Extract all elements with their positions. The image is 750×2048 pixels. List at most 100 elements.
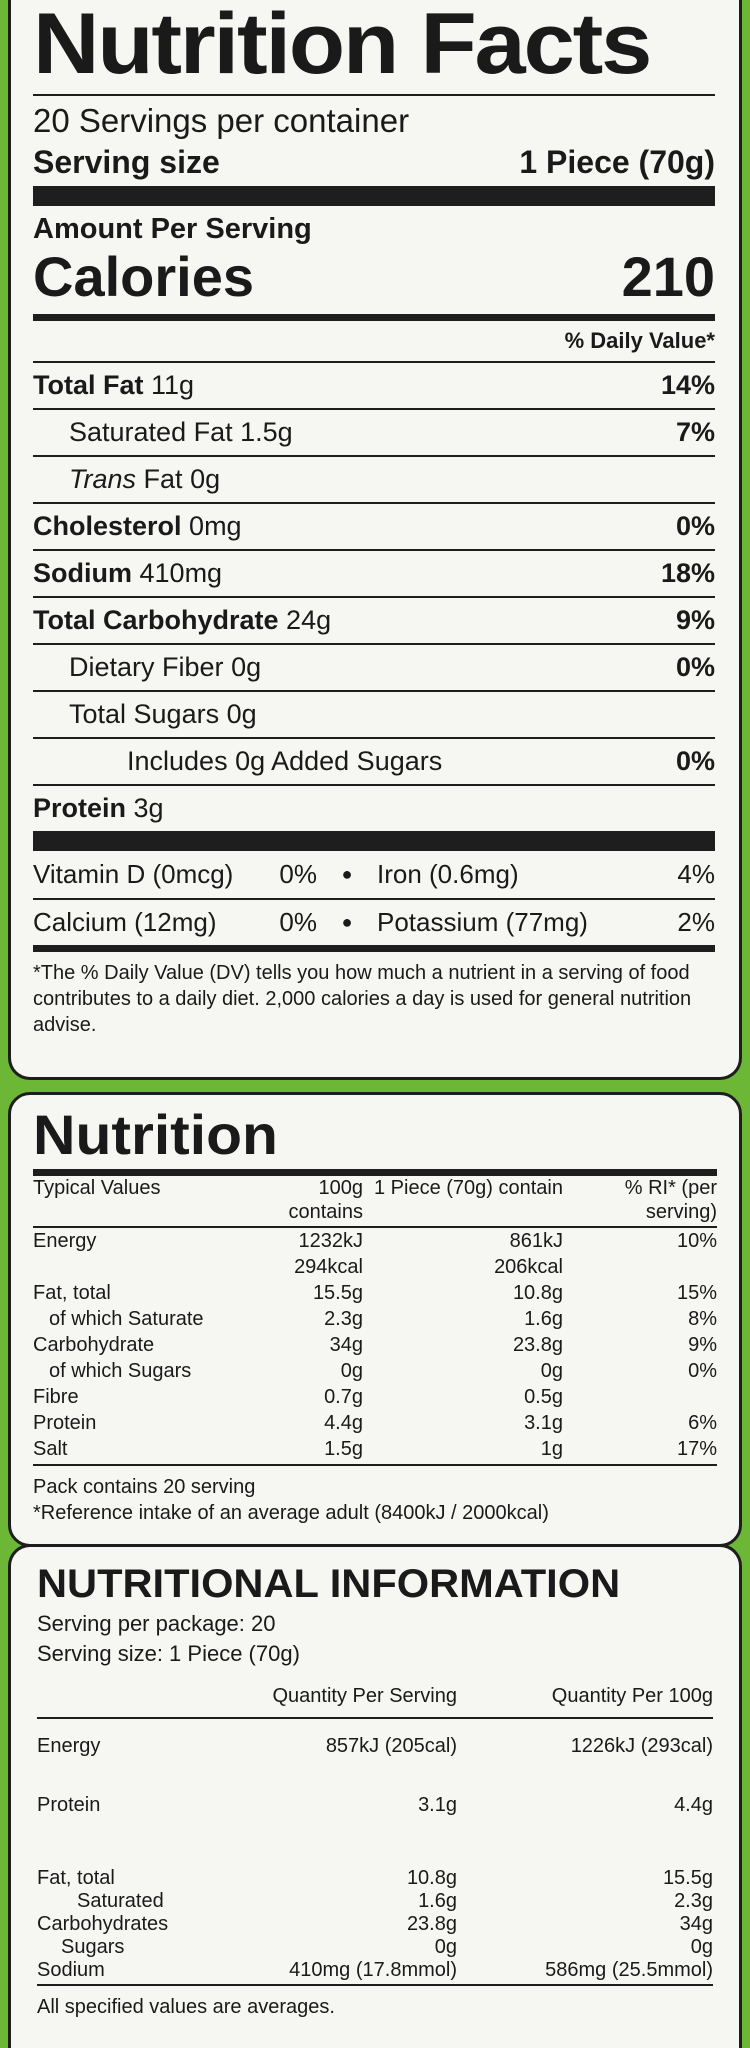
serving-size-value: 1 Piece (70g) (519, 144, 715, 180)
iron: Iron (0.6mg) (377, 859, 519, 889)
bullet-icon: ● (341, 912, 353, 932)
row-per100: 4.4g (674, 1793, 713, 1816)
nutrient-name: Sodium (33, 558, 132, 588)
header-per-serving: Quantity Per Serving (197, 1679, 457, 1719)
header-per-100g: 100g contains (253, 1176, 363, 1228)
nutrient-name: Cholesterol (33, 511, 182, 541)
table-header-row: Typical Values 100g contains 1 Piece (70… (33, 1176, 717, 1228)
vitamin-d-pct: 0% (279, 859, 317, 889)
row-label: Salt (33, 1436, 253, 1466)
bullet-icon: ● (341, 864, 353, 884)
iron-pct: 4% (677, 859, 715, 889)
row-per-piece: 206kcal (494, 1256, 563, 1278)
row-per100: 34g (679, 1913, 713, 1935)
row-per-piece: 23.8g (512, 1334, 563, 1356)
row-per100: 1.5g (253, 1436, 363, 1466)
thick-divider (33, 186, 715, 206)
row-label: Carbohydrates (37, 1913, 169, 1935)
nutrient-amount: 0g (226, 699, 257, 729)
row-per-piece: 10.8g (512, 1282, 563, 1304)
row-per-serving: 857kJ (205cal) (325, 1735, 457, 1757)
table-row: Energy 857kJ (205cal) 1226kJ (293cal) (37, 1718, 713, 1774)
table-row: Sodium 410mg (17.8mmol) 586mg (25.5mmol) (37, 1959, 713, 1986)
row-per100: 0.7g (324, 1386, 363, 1408)
nutrient-name: Total Sugars (69, 699, 220, 729)
table-row: Fibre 0.7g 0.5g (33, 1384, 717, 1410)
table-row: Fat, total 15.5g 10.8g 15% (33, 1280, 717, 1306)
row-per-piece: 3.1g (524, 1412, 563, 1434)
row-ri: 9% (688, 1334, 717, 1356)
nutrient-dv: 0% (675, 746, 715, 776)
pack-note: Pack contains 20 serving (33, 1476, 256, 1498)
row-label: Carbohydrate (33, 1334, 155, 1356)
row-ri: 10% (676, 1230, 717, 1252)
potassium: Potassium (77mg) (377, 907, 588, 937)
row-per-piece: 1g (363, 1436, 563, 1466)
row-label: of which Saturate (49, 1308, 204, 1330)
row-per-serving: 3.1g (418, 1793, 457, 1816)
nutrient-dv: 9% (675, 605, 715, 635)
daily-value-header: % Daily Value* (564, 328, 715, 353)
us-nutrition-facts-panel: Nutrition Facts 20 Servings per containe… (8, 0, 742, 1080)
au-title: NUTRITIONAL INFORMATION (37, 1562, 621, 1606)
row-label: Energy (37, 1735, 101, 1757)
row-per-serving: 0g (434, 1936, 457, 1958)
calories-value: 210 (621, 245, 715, 308)
nutrient-dv: 0% (675, 511, 715, 541)
serving-size-row: Serving size 1 Piece (70g) (33, 142, 715, 182)
averages-note: All specified values are averages. (37, 1996, 335, 2018)
vitamin-row: Calcium (12mg) 0% ● Potassium (77mg) 2% (33, 898, 715, 945)
nutrient-row-added-sugars: Includes 0g Added Sugars 0% (33, 737, 715, 784)
table-row: Energy 1232kJ 861kJ 10% (33, 1227, 717, 1254)
nutrient-row-dietary-fiber: Dietary Fiber 0g 0% (33, 643, 715, 690)
row-per-piece: 1.6g (524, 1308, 563, 1330)
calories-label: Calories (33, 245, 254, 308)
nutrient-dv: 7% (675, 417, 715, 447)
nutrient-row-total-carbohydrate: Total Carbohydrate 24g 9% (33, 596, 715, 643)
row-per100: 15.5g (312, 1282, 363, 1304)
nutrient-amount: 0g (231, 652, 262, 682)
row-per-piece: 0g (540, 1360, 563, 1382)
row-per-piece: 0.5g (524, 1386, 563, 1408)
table-row: Fat, total 10.8g 15.5g (37, 1836, 713, 1890)
table-row: Sugars 0g 0g (37, 1936, 713, 1959)
row-per100: 2.3g (324, 1308, 363, 1330)
header-per-piece: 1 Piece (70g) contain (363, 1176, 563, 1228)
medium-divider (33, 1169, 717, 1176)
nutrient-amount: 3g (133, 793, 164, 823)
nutrient-row-total-sugars: Total Sugars 0g (33, 690, 715, 737)
row-per-serving: 10.8g (406, 1867, 457, 1889)
row-per100: 4.4g (324, 1412, 363, 1434)
row-per100: 15.5g (662, 1867, 713, 1889)
row-ri: 17% (563, 1436, 717, 1466)
nutrient-row-saturated-fat: Saturated Fat 1.5g 7% (33, 408, 715, 455)
medium-divider (33, 314, 715, 321)
uk-nutrition-panel: Nutrition Typical Values 100g contains 1… (8, 1092, 742, 1547)
nutrient-amount: 11g (151, 370, 195, 400)
calcium-pct: 0% (279, 907, 317, 937)
row-label: Saturated (77, 1890, 164, 1912)
nutrient-amount: 1.5g (240, 417, 293, 447)
header-blank (37, 1679, 197, 1719)
nutrient-name: Saturated Fat (69, 417, 233, 447)
row-label: Fat, total (33, 1282, 111, 1304)
row-per100: 34g (329, 1334, 363, 1356)
nutrient-amount: 0mg (189, 511, 242, 541)
calcium: Calcium (12mg) (33, 907, 217, 937)
row-per-serving: 1.6g (418, 1890, 457, 1912)
row-per100: 1232kJ (298, 1230, 364, 1252)
nutrient-name: Fat (143, 464, 183, 494)
row-per100: 0g (690, 1936, 713, 1958)
uk-nutrition-table: Typical Values 100g contains 1 Piece (70… (33, 1176, 717, 1466)
table-row: of which Saturate 2.3g 1.6g 8% (33, 1306, 717, 1332)
row-per100: 586mg (25.5mmol) (457, 1959, 713, 1986)
row-per-serving: 23.8g (406, 1913, 457, 1935)
nutrient-row-cholesterol: Cholesterol 0mg 0% (33, 502, 715, 549)
row-per100: 1226kJ (293cal) (570, 1735, 713, 1757)
nutrient-dv: 0% (675, 652, 715, 682)
nutrient-name-italic: Trans (69, 464, 137, 494)
daily-value-footnote: *The % Daily Value (DV) tells you how mu… (33, 962, 692, 1036)
table-row: 294kcal 206kcal (33, 1254, 717, 1280)
nutrient-amount: 410mg (139, 558, 223, 588)
table-row: Carbohydrates 23.8g 34g (37, 1913, 713, 1936)
